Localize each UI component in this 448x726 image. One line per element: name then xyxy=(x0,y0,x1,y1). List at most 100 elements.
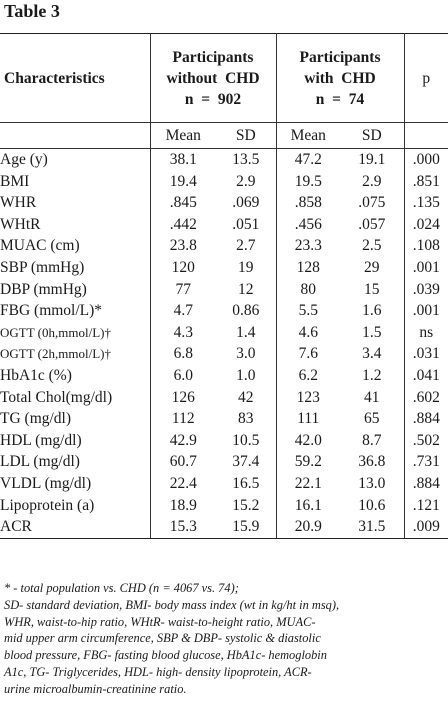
group1-line2: without CHD xyxy=(166,69,260,87)
cell-characteristic: OGTT (0h,mmol/L)† xyxy=(0,324,111,340)
cell-mean-with-chd: 23.3 xyxy=(275,235,341,257)
cell-mean-without-chd: 77 xyxy=(149,278,216,301)
cell-characteristic: DBP (mmHg) xyxy=(0,280,87,298)
cell-characteristic: BMI xyxy=(0,172,30,190)
cell-mean-without-chd: 112 xyxy=(149,408,216,430)
table-row: OGTT (0h,mmol/L)† 4.3 1.4 4.6 1.5 ns xyxy=(0,321,448,344)
cell-sd-without-chd: 1.0 xyxy=(236,366,256,384)
cell-mean-with-chd: 16.1 xyxy=(275,494,341,517)
cell-sd-with-chd: 3.4 xyxy=(362,345,382,363)
cell-p-value: .731 xyxy=(403,451,448,473)
p-value-header: p xyxy=(403,33,448,123)
cell-p-value: .024 xyxy=(403,213,448,236)
subheader-p-blank xyxy=(403,122,448,149)
cell-sd-without-chd: 42 xyxy=(238,388,254,406)
cell-characteristic: VLDL (mg/dl) xyxy=(0,474,92,492)
cell-mean-with-chd: 19.5 xyxy=(275,170,341,193)
cell-p-value: .039 xyxy=(403,278,448,301)
cell-p-value: .121 xyxy=(403,494,448,517)
cell-mean-with-chd: 128 xyxy=(275,256,341,279)
footnote-line: urine microalbumin-creatinine ratio. xyxy=(4,681,187,696)
cell-sd-with-chd: 65 xyxy=(364,410,380,428)
cell-p-value: ns xyxy=(403,321,448,344)
cell-mean-with-chd: 42.0 xyxy=(275,429,341,452)
cell-p-value: .001 xyxy=(403,300,448,322)
cell-mean-with-chd: 47.2 xyxy=(275,148,341,171)
cell-sd-without-chd: 3.0 xyxy=(236,345,256,363)
cell-characteristic: Age (y) xyxy=(0,151,48,168)
table-row: DBP (mmHg) 77 12 80 15 .039 xyxy=(0,278,448,301)
cell-characteristic: Lipoprotein (a) xyxy=(0,496,95,514)
cell-characteristic: OGTT (2h,mmol/L)† xyxy=(0,346,111,362)
cell-sd-without-chd: 15.9 xyxy=(216,516,277,539)
mean-header: Mean xyxy=(275,122,341,149)
cell-mean-with-chd: 123 xyxy=(275,386,341,409)
cell-sd-with-chd: 10.6 xyxy=(358,496,386,514)
cell-mean-without-chd: 18.9 xyxy=(149,494,216,517)
cell-mean-without-chd: 19.4 xyxy=(149,170,216,193)
footnote-line: mid upper arm circumference, SBP & DBP- … xyxy=(4,631,321,646)
cell-characteristic: WHtR xyxy=(0,215,41,233)
cell-sd-with-chd: 15 xyxy=(364,280,380,298)
cell-sd-with-chd: 1.2 xyxy=(362,366,382,384)
table-row: HbA1c (%) 6.0 1.0 6.2 1.2 .041 xyxy=(0,364,448,387)
table-row: HDL (mg/dl) 42.9 10.5 42.0 8.7 .502 xyxy=(0,429,448,452)
table-row: LDL (mg/dl) 60.7 37.4 59.2 36.8 .731 xyxy=(0,451,448,473)
table-row: BMI 19.4 2.9 19.5 2.9 .851 xyxy=(0,170,448,193)
cell-mean-with-chd: 80 xyxy=(275,278,341,301)
cell-p-value: .001 xyxy=(403,256,448,279)
table-row: ACR 15.3 15.9 20.9 31.5.009 xyxy=(0,516,448,539)
cell-characteristic: HDL (mg/dl) xyxy=(0,431,82,449)
cell-p-value: .502 xyxy=(403,429,448,452)
cell-characteristic: WHR xyxy=(0,194,37,212)
cell-p-value: .009 xyxy=(403,516,448,539)
cell-mean-without-chd: 23.8 xyxy=(149,235,216,257)
cell-p-value: .884 xyxy=(403,408,448,430)
cell-sd-with-chd: .075 xyxy=(358,194,386,212)
table-row: MUAC (cm) 23.8 2.7 23.3 2.5 .108 xyxy=(0,235,448,257)
table-row: FBG (mmol/L)* 4.7 0.86 5.5 1.6 .001 xyxy=(0,300,448,322)
cell-sd-without-chd: 12 xyxy=(238,280,254,298)
cell-mean-with-chd: 4.6 xyxy=(275,321,341,344)
cell-sd-with-chd: 29 xyxy=(364,258,380,276)
cell-characteristic: HbA1c (%) xyxy=(0,366,72,384)
cell-sd-without-chd: 0.86 xyxy=(232,302,260,320)
cell-p-value: .851 xyxy=(403,170,448,193)
cell-p-value: .108 xyxy=(403,235,448,257)
subheader-blank xyxy=(0,122,150,149)
cell-sd-without-chd: .069 xyxy=(232,194,260,212)
cell-characteristic: MUAC (cm) xyxy=(0,237,80,255)
cell-characteristic: ACR xyxy=(0,516,150,539)
cell-p-value: .884 xyxy=(403,472,448,495)
cell-mean-without-chd: 120 xyxy=(149,256,216,279)
cell-mean-without-chd: 38.1 xyxy=(149,148,216,171)
group2-line3: n = 74 xyxy=(315,90,365,108)
cell-mean-without-chd: 4.7 xyxy=(149,300,216,322)
group-without-chd-header: Participants without CHD n = 902 xyxy=(149,33,277,123)
table-row: TG (mg/dl) 112 83 111 65 .884 xyxy=(0,408,448,430)
sd-header: SD xyxy=(216,122,277,149)
cell-mean-without-chd: 6.8 xyxy=(149,343,216,365)
table-row: WHtR .442 .051 .456 .057 .024 xyxy=(0,213,448,236)
group2-line1: Participants xyxy=(299,48,381,66)
sd-header: SD xyxy=(340,122,405,149)
cell-characteristic: Total Chol(mg/dl) xyxy=(0,388,113,406)
cell-characteristic: LDL (mg/dl) xyxy=(0,453,80,471)
cell-sd-without-chd: 10.5 xyxy=(232,431,260,449)
cell-sd-with-chd: 36.8 xyxy=(358,453,386,471)
cell-sd-without-chd: .051 xyxy=(232,215,260,233)
cell-mean-with-chd: .858 xyxy=(275,192,341,214)
table-row: VLDL (mg/dl) 22.4 16.5 22.1 13.0 .884 xyxy=(0,472,448,495)
footnote-line: * - total population vs. CHD (n = 4067 v… xyxy=(4,581,239,595)
cell-sd-with-chd: 41 xyxy=(364,388,380,406)
cell-sd-without-chd: 19 xyxy=(238,258,254,276)
table-row: WHR .845 .069 .858 .075 .135 xyxy=(0,192,448,214)
cell-characteristic: FBG (mmol/L)* xyxy=(0,302,103,320)
cell-mean-with-chd: 59.2 xyxy=(275,451,341,473)
table-title: Table 3 xyxy=(4,1,60,21)
cell-sd-with-chd: 19.1 xyxy=(358,151,386,168)
table-row: Lipoprotein (a) 18.9 15.2 16.1 10.6 .121 xyxy=(0,494,448,517)
cell-p-value: .135 xyxy=(403,192,448,214)
cell-mean-without-chd: 22.4 xyxy=(149,472,216,495)
cell-sd-with-chd: 1.5 xyxy=(362,323,382,341)
